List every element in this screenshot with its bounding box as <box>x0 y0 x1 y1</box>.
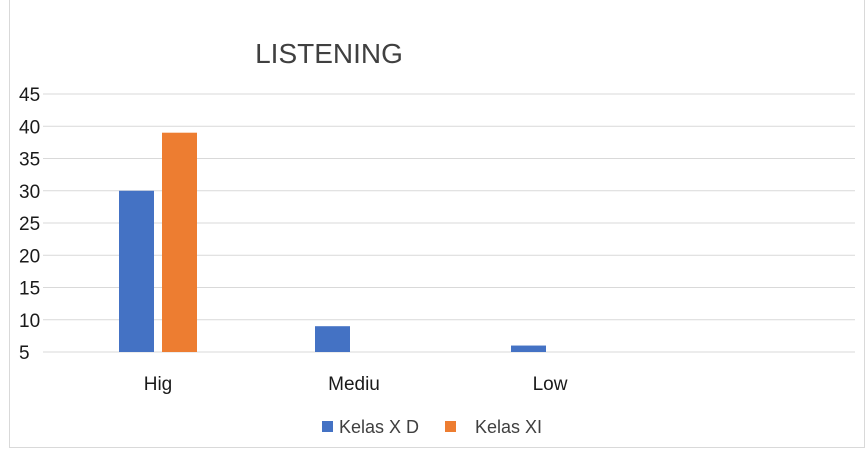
chart-frame <box>9 0 865 448</box>
bars <box>119 132 546 352</box>
legend-label: Kelas XI <box>475 417 542 437</box>
bar-kelas-x-d-low <box>511 345 546 352</box>
y-tick-label: 10 <box>19 311 40 332</box>
y-tick-label: 25 <box>19 214 40 235</box>
y-tick-labels: 5 10 15 20 25 30 35 40 45 <box>19 85 40 364</box>
y-tick-label: 15 <box>19 279 40 300</box>
legend-swatch <box>322 421 333 432</box>
y-tick-label: 35 <box>19 150 40 171</box>
bar-kelas-x-d-mediu <box>315 326 350 352</box>
y-tick-label: 40 <box>19 117 40 138</box>
bar-kelas-xi-hig <box>162 132 197 352</box>
legend-swatch <box>445 421 456 432</box>
x-category-label: Hig <box>144 374 173 395</box>
legend-label: Kelas X D <box>339 417 419 437</box>
bar-kelas-x-d-hig <box>119 190 154 352</box>
legend: Kelas X D Kelas XI <box>322 417 542 437</box>
chart-title: LISTENING <box>255 38 403 69</box>
x-category-labels: Hig Mediu Low <box>144 374 568 395</box>
y-tick-label: 5 <box>19 343 30 364</box>
x-category-label: Mediu <box>328 374 380 395</box>
y-tick-label: 20 <box>19 246 40 267</box>
x-category-label: Low <box>533 374 568 395</box>
y-tick-label: 30 <box>19 182 40 203</box>
y-tick-label: 45 <box>19 85 40 106</box>
